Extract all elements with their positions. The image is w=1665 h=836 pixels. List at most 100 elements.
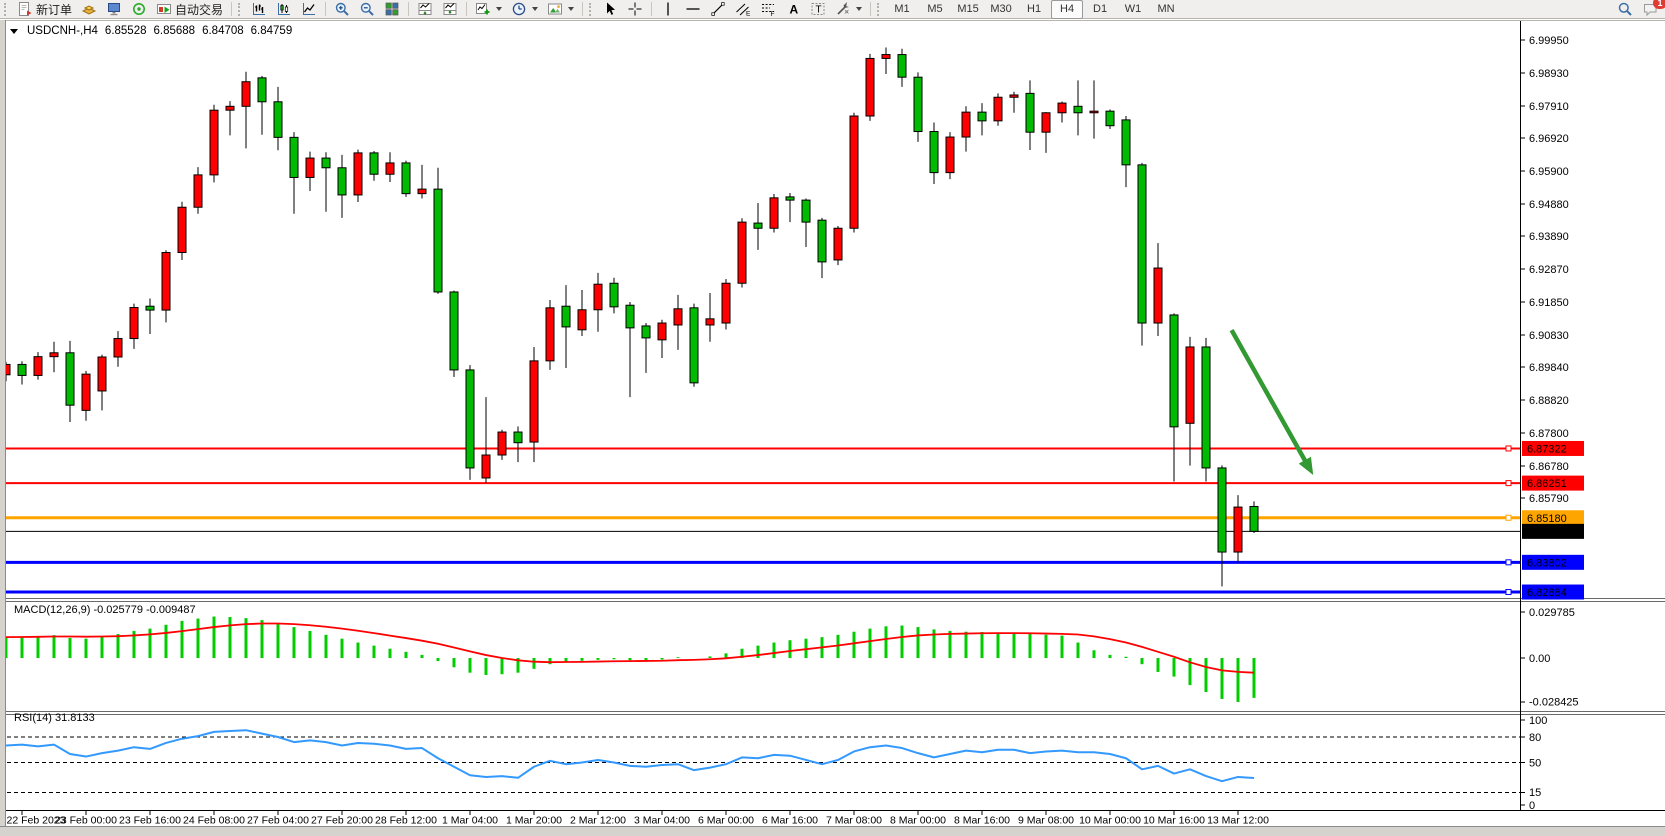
hline-handle[interactable] bbox=[1505, 480, 1512, 487]
templates-button[interactable] bbox=[543, 0, 578, 19]
hline-handle[interactable] bbox=[1505, 559, 1512, 566]
toolbar: 新订单 自动交易 bbox=[0, 0, 1665, 19]
toolbar-separator bbox=[582, 2, 584, 16]
macd-indicator-label: MACD(12,26,9) -0.025779 -0.009487 bbox=[14, 604, 196, 616]
hline-handle[interactable] bbox=[1505, 589, 1512, 596]
svg-text:6.95900: 6.95900 bbox=[1529, 166, 1569, 178]
autotrading-icon bbox=[156, 1, 172, 17]
line-chart-button[interactable] bbox=[297, 0, 321, 19]
timeframe-button-m15[interactable]: M15 bbox=[957, 3, 979, 15]
svg-text:6.97910: 6.97910 bbox=[1529, 101, 1569, 113]
toolbar-separator bbox=[231, 2, 233, 16]
macd-signal-line bbox=[5, 622, 1255, 674]
timeframe-toolbar: M1 M5 M15 M30 H1 H4 D1 W1 MN bbox=[886, 0, 1182, 19]
hline-handle[interactable] bbox=[1505, 445, 1512, 452]
cursor-button[interactable] bbox=[598, 0, 622, 19]
indicator-window-remove-button[interactable] bbox=[438, 0, 462, 19]
svg-text:6.82884: 6.82884 bbox=[1527, 587, 1567, 599]
bar-chart-icon bbox=[251, 1, 267, 17]
zoom-in-button[interactable] bbox=[330, 0, 354, 19]
candlestick-chart-button[interactable] bbox=[272, 0, 296, 19]
tile-windows-button[interactable] bbox=[380, 0, 404, 19]
market-watch-button[interactable] bbox=[77, 0, 101, 19]
data-window-button[interactable] bbox=[102, 0, 126, 19]
svg-text:6.86251: 6.86251 bbox=[1527, 478, 1567, 490]
new-order-button[interactable]: 新订单 bbox=[13, 0, 76, 19]
toolbar-separator bbox=[408, 2, 410, 16]
timeframe-button-m1[interactable]: M1 bbox=[894, 3, 910, 15]
svg-text:F: F bbox=[771, 11, 775, 17]
price-label-box bbox=[1522, 584, 1584, 600]
rsi-panel[interactable] bbox=[0, 729, 1520, 793]
arrows-icon bbox=[835, 1, 851, 17]
timeframe-button-m5[interactable]: M5 bbox=[927, 3, 943, 15]
svg-text:6.86780: 6.86780 bbox=[1529, 461, 1569, 473]
symbol-dropdown-icon[interactable] bbox=[10, 28, 18, 34]
svg-text:27 Feb 20:00: 27 Feb 20:00 bbox=[311, 815, 373, 827]
arrow-head bbox=[1298, 456, 1314, 476]
template-icon bbox=[547, 1, 563, 17]
crosshair-button[interactable] bbox=[623, 0, 647, 19]
toolbar-grip[interactable] bbox=[4, 2, 10, 16]
main-price-panel[interactable] bbox=[0, 47, 1520, 596]
symbol-info: USDCNH-,H4 6.85528 6.85688 6.84708 6.847… bbox=[10, 25, 292, 37]
price-label-box bbox=[1522, 440, 1584, 456]
text-label-icon: T bbox=[810, 1, 826, 17]
svg-text:6.87322: 6.87322 bbox=[1527, 443, 1567, 455]
signal-icon bbox=[131, 1, 147, 17]
dropdown-caret-icon bbox=[856, 7, 863, 11]
price-label-box bbox=[1522, 475, 1584, 491]
candlesticks bbox=[1, 47, 1259, 587]
toolbar-grip[interactable] bbox=[877, 2, 883, 16]
toolbar-separator bbox=[651, 2, 653, 16]
svg-text:10 Mar 00:00: 10 Mar 00:00 bbox=[1079, 815, 1141, 827]
bar-chart-button[interactable] bbox=[247, 0, 271, 19]
svg-text:9 Mar 08:00: 9 Mar 08:00 bbox=[1018, 815, 1074, 827]
new-order-label: 新订单 bbox=[36, 2, 73, 17]
horizontal-line-button[interactable] bbox=[681, 0, 705, 19]
search-button[interactable] bbox=[1613, 0, 1637, 19]
zoom-out-button[interactable] bbox=[355, 0, 379, 19]
signals-button[interactable] bbox=[127, 0, 151, 19]
timeframe-button-h4[interactable]: H4 bbox=[1051, 0, 1084, 19]
svg-text:6.89840: 6.89840 bbox=[1529, 362, 1569, 374]
add-indicator-button[interactable] bbox=[471, 0, 506, 19]
timeframe-button-h1[interactable]: H1 bbox=[1027, 3, 1042, 15]
periods-button[interactable] bbox=[507, 0, 542, 19]
axes[interactable]: 6.99950 6.98930 6.97910 6.96920 6.95900 6.948… bbox=[0, 20, 1665, 827]
tile-windows-icon bbox=[384, 1, 400, 17]
notifications-button[interactable]: 1 bbox=[1638, 0, 1665, 19]
arrows-button[interactable] bbox=[831, 0, 866, 19]
autotrading-button[interactable]: 自动交易 bbox=[152, 0, 227, 19]
svg-text:T: T bbox=[816, 5, 822, 16]
arrow-annotation[interactable] bbox=[1229, 329, 1310, 466]
text-label-button[interactable]: T bbox=[806, 0, 830, 19]
text-button[interactable]: A bbox=[781, 0, 805, 19]
svg-text:28 Feb 12:00: 28 Feb 12:00 bbox=[375, 815, 437, 827]
svg-text:1 Mar 04:00: 1 Mar 04:00 bbox=[442, 815, 498, 827]
indicator-window-button[interactable] bbox=[413, 0, 437, 19]
fibonacci-button[interactable]: F bbox=[756, 0, 780, 19]
equidistant-channel-button[interactable]: E bbox=[731, 0, 755, 19]
hline-handle[interactable] bbox=[1505, 514, 1512, 521]
ohlc-open: 6.85528 bbox=[104, 25, 147, 37]
trendline-button[interactable] bbox=[706, 0, 730, 19]
timeframe-button-mn[interactable]: MN bbox=[1157, 3, 1175, 15]
timeframe-button-m30[interactable]: M30 bbox=[990, 3, 1012, 15]
svg-text:6.96920: 6.96920 bbox=[1529, 133, 1569, 145]
timeframe-button-d1[interactable]: D1 bbox=[1093, 3, 1108, 15]
vertical-line-icon bbox=[660, 1, 676, 17]
zoom-out-icon bbox=[359, 1, 375, 17]
timeframe-button-w1[interactable]: W1 bbox=[1124, 3, 1142, 15]
toolbar-grip[interactable] bbox=[589, 2, 595, 16]
toolbar-grip[interactable] bbox=[238, 2, 244, 16]
toolbar-separator bbox=[870, 2, 872, 16]
chart-canvas[interactable]: 6.99950 6.98930 6.97910 6.96920 6.95900 6.948… bbox=[0, 20, 1665, 836]
dropdown-caret-icon bbox=[532, 7, 539, 11]
price-label-box bbox=[1522, 510, 1584, 526]
vertical-line-button[interactable] bbox=[656, 0, 680, 19]
trendline-icon bbox=[710, 1, 726, 17]
svg-text:23 Feb 16:00: 23 Feb 16:00 bbox=[119, 815, 181, 827]
horizontal-line-icon bbox=[685, 1, 701, 17]
